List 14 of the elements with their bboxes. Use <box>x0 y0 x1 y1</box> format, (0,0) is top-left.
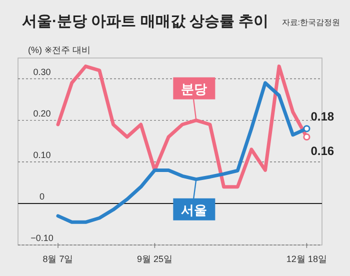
ytick: 0.20 <box>33 108 51 118</box>
value-label: 0.18 <box>310 110 334 124</box>
ytick: 0 <box>40 191 44 202</box>
xtick: 12월 18일 <box>286 254 327 264</box>
ytick: 0.10 <box>33 150 51 160</box>
annotation: 자료:한국감정원 <box>282 18 340 27</box>
ytick: 0.30 <box>33 66 51 77</box>
series-label: 서울 <box>181 202 208 218</box>
ylabel: (%) ※전주 대비 <box>28 45 91 55</box>
title: 서울·분당 아파트 매매값 상승률 추이 <box>22 13 269 30</box>
value-label: 0.16 <box>310 144 334 158</box>
xtick: 8월 7일 <box>42 254 74 264</box>
ytick: −0.10 <box>30 233 54 243</box>
xtick: 9월 25일 <box>136 254 172 264</box>
